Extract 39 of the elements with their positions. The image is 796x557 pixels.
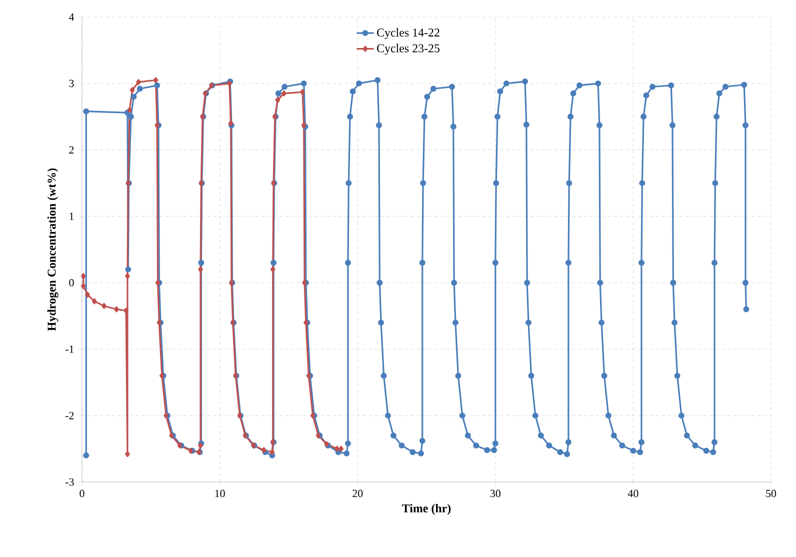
point <box>125 273 130 280</box>
x-tick-label: 0 <box>80 490 84 498</box>
y-tick-label: 4 <box>68 13 74 21</box>
legend-label: Cycles 23-25 <box>377 44 440 55</box>
x-tick-label: 40 <box>628 490 638 498</box>
x-tick-label: 20 <box>352 490 363 498</box>
x-tick-label: 10 <box>215 490 225 498</box>
y-tick-label: 0 <box>69 279 74 286</box>
point <box>334 446 340 452</box>
point <box>125 451 130 458</box>
point <box>114 306 119 312</box>
point <box>102 302 106 309</box>
point <box>130 87 135 94</box>
point <box>338 446 344 452</box>
y-tick-label: -2 <box>66 412 74 420</box>
y-tick-label: -3 <box>66 478 74 486</box>
y-axis-title: Hydrogen Concentration (wt%) <box>47 168 58 331</box>
point <box>80 273 86 280</box>
point <box>124 308 129 314</box>
x-axis-title: Time (hr) <box>402 504 451 515</box>
point <box>275 97 280 104</box>
point <box>127 107 132 113</box>
point <box>80 283 86 290</box>
point <box>270 449 275 456</box>
x-tick-label: 30 <box>490 490 500 498</box>
y-tick-label: -1 <box>66 346 74 353</box>
x-tick-label: 50 <box>766 490 776 498</box>
legend-label: Cycles 14-22 <box>377 28 440 40</box>
point <box>300 89 305 96</box>
point <box>270 266 276 272</box>
point <box>281 90 286 96</box>
point <box>198 266 203 272</box>
point <box>92 298 97 304</box>
point <box>153 77 158 84</box>
point <box>136 79 141 86</box>
point <box>85 292 90 298</box>
y-tick-label: 3 <box>69 80 74 88</box>
y-tick-label: 1 <box>70 212 74 220</box>
y-tick-label: 2 <box>69 146 74 154</box>
